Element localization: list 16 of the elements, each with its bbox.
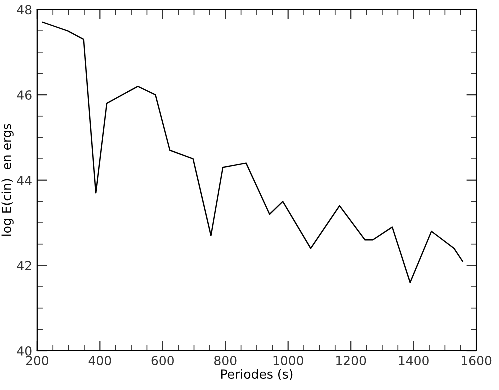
x-tick-label: 1400 xyxy=(399,356,429,366)
y-tick-label: 44 xyxy=(17,176,32,186)
x-tick-label: 400 xyxy=(88,356,112,366)
y-tick-label: 46 xyxy=(17,90,32,100)
x-tick-label: 1600 xyxy=(462,356,492,366)
x-tick-label: 1200 xyxy=(336,356,366,366)
x-tick-label: 600 xyxy=(152,356,174,366)
x-axis-title: Periodes (s) xyxy=(222,369,293,380)
line-series xyxy=(42,22,464,284)
x-tick-label: 1000 xyxy=(274,356,304,366)
x-tick-label: 800 xyxy=(214,356,237,366)
y-tick-label: 48 xyxy=(17,5,32,15)
y-axis-title: log E(cin) en ergs xyxy=(2,124,14,236)
x-tick-label: 200 xyxy=(26,356,49,366)
y-tick-label: 40 xyxy=(17,346,32,356)
y-tick-label: 42 xyxy=(17,261,32,270)
